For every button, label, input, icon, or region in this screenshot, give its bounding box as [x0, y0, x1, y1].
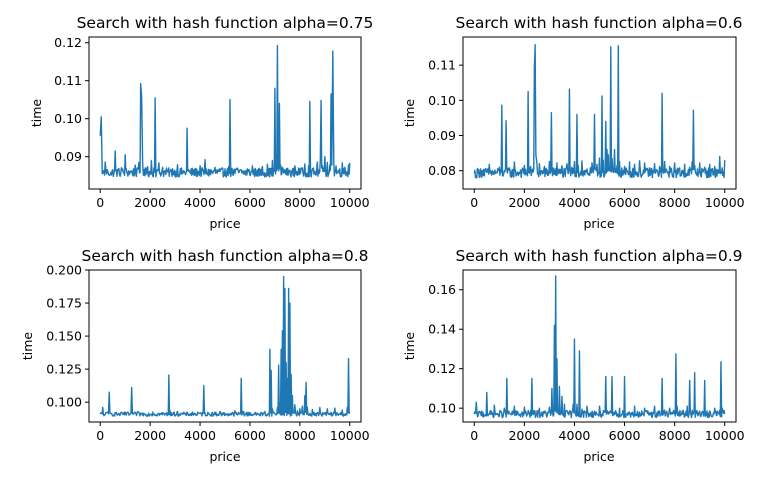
x-tick-label: 0	[470, 428, 478, 443]
y-tick-label: 0.150	[46, 329, 82, 344]
axes-frame	[88, 269, 362, 423]
x-tick-label: 6000	[609, 428, 641, 443]
y-tick-label: 0.12	[428, 361, 456, 376]
y-tick-label: 0.11	[54, 73, 82, 88]
y-axis-label: time	[29, 99, 44, 128]
x-tick-label: 2000	[508, 428, 540, 443]
x-tick-label: 6000	[234, 428, 266, 443]
x-tick-label: 10000	[330, 195, 370, 210]
subplot-title: Search with hash function alpha=0.75	[77, 14, 374, 32]
x-tick-label: 0	[470, 195, 478, 210]
subplot-alpha-09: Search with hash function alpha=0.9 0 200…	[402, 247, 745, 464]
y-tick-label: 0.12	[54, 35, 82, 50]
x-tick-label: 4000	[559, 195, 591, 210]
subplot-alpha-075: Search with hash function alpha=0.75 0 20…	[29, 14, 373, 231]
y-axis-label: time	[402, 332, 417, 361]
x-axis-label: price	[583, 216, 614, 231]
y-tick-label: 0.16	[428, 282, 456, 297]
series-line	[99, 45, 351, 178]
subplot-alpha-06: Search with hash function alpha=0.6 0 200…	[402, 14, 745, 231]
y-axis-label: time	[20, 332, 35, 361]
x-tick-label: 8000	[659, 428, 691, 443]
subplot-title: Search with hash function alpha=0.8	[82, 247, 369, 265]
y-tick-label: 0.10	[428, 401, 456, 416]
x-tick-label: 2000	[508, 195, 540, 210]
subplot-alpha-08: Search with hash function alpha=0.8 0 200…	[20, 247, 370, 464]
x-tick-label: 6000	[234, 195, 266, 210]
plot-elements: 0 2000 4000 6000 8000 10000 0.100 0.125 0.150 0.1…	[46, 263, 369, 444]
y-tick-label: 0.200	[46, 263, 82, 278]
x-tick-label: 0	[96, 428, 104, 443]
subplot-title: Search with hash function alpha=0.6	[456, 14, 743, 32]
x-tick-label: 4000	[559, 428, 591, 443]
axes-frame	[88, 36, 362, 190]
x-tick-label: 8000	[284, 195, 316, 210]
y-tick-label: 0.10	[54, 111, 82, 126]
plot-elements: 0 2000 4000 6000 8000 10000 0.10 0.12 0.14 0.16	[428, 275, 745, 443]
x-tick-label: 8000	[659, 195, 691, 210]
plot-elements: 0 2000 4000 6000 8000 10000 0.09 0.10 0.11 0.12	[54, 35, 370, 210]
y-axis-label: time	[402, 99, 417, 128]
y-tick-label: 0.11	[428, 58, 456, 73]
x-tick-label: 10000	[705, 195, 745, 210]
y-tick-label: 0.100	[46, 395, 82, 410]
series-line	[473, 275, 726, 419]
y-tick-label: 0.14	[428, 322, 456, 337]
axes-frame	[462, 269, 737, 423]
y-tick-label: 0.125	[46, 362, 82, 377]
subplot-title: Search with hash function alpha=0.9	[456, 247, 743, 265]
series-line	[99, 275, 351, 417]
x-tick-label: 4000	[184, 428, 216, 443]
y-tick-label: 0.08	[428, 163, 456, 178]
series-line	[473, 44, 726, 179]
x-tick-label: 2000	[134, 195, 166, 210]
y-tick-label: 0.09	[54, 149, 82, 164]
x-tick-label: 8000	[284, 428, 316, 443]
y-tick-label: 0.175	[46, 296, 82, 311]
x-tick-label: 0	[96, 195, 104, 210]
x-tick-label: 6000	[609, 195, 641, 210]
x-tick-label: 4000	[184, 195, 216, 210]
plot-elements: 0 2000 4000 6000 8000 10000 0.08 0.09 0.10 0.11	[428, 44, 745, 210]
x-axis-label: price	[209, 449, 240, 464]
x-tick-label: 10000	[705, 428, 745, 443]
axes-frame	[462, 36, 737, 190]
x-tick-label: 2000	[134, 428, 166, 443]
y-tick-label: 0.09	[428, 128, 456, 143]
x-axis-label: price	[583, 449, 614, 464]
x-tick-label: 10000	[330, 428, 370, 443]
x-axis-label: price	[209, 216, 240, 231]
y-tick-label: 0.10	[428, 93, 456, 108]
